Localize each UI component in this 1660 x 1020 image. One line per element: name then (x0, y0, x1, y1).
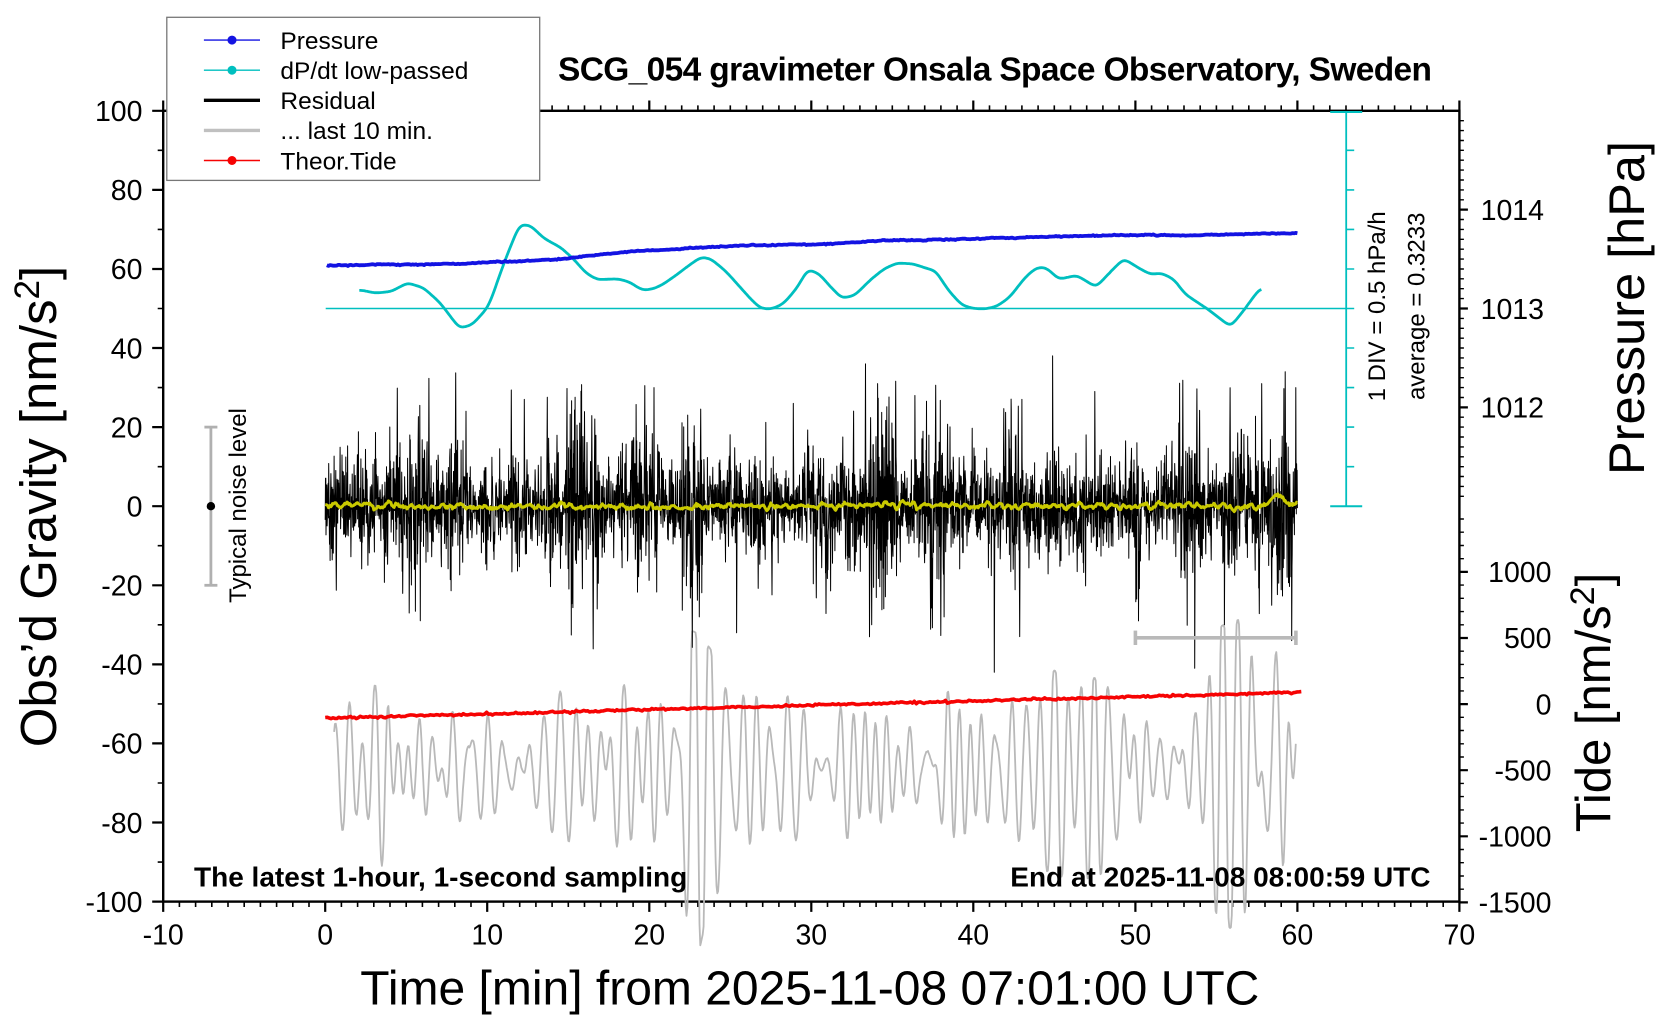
svg-text:50: 50 (1120, 920, 1152, 952)
svg-text:40: 40 (111, 333, 143, 365)
svg-text:10: 10 (471, 920, 503, 952)
svg-text:SCG_054 gravimeter Onsala Spac: SCG_054 gravimeter Onsala Space Observat… (558, 52, 1432, 89)
svg-text:20: 20 (111, 412, 143, 444)
svg-text:20: 20 (633, 920, 665, 952)
svg-text:Time [min] from 2025-11-08 07:: Time [min] from 2025-11-08 07:01:00 UTC (360, 963, 1259, 1016)
svg-text:Theor.Tide: Theor.Tide (280, 148, 396, 175)
svg-text:1012: 1012 (1481, 393, 1544, 425)
svg-text:Residual: Residual (280, 88, 375, 115)
svg-text:-40: -40 (101, 650, 142, 682)
svg-text:-1500: -1500 (1479, 888, 1552, 920)
svg-text:80: 80 (111, 175, 143, 207)
svg-text:100: 100 (95, 96, 143, 128)
svg-text:dP/dt low-passed: dP/dt low-passed (280, 58, 468, 85)
svg-text:1000: 1000 (1488, 557, 1551, 589)
svg-text:1014: 1014 (1481, 195, 1545, 227)
svg-text:Obs’d Gravity [nm/s2]: Obs’d Gravity [nm/s2] (8, 266, 67, 747)
svg-text:Typical noise level: Typical noise level (225, 408, 252, 603)
svg-text:1013: 1013 (1481, 294, 1544, 326)
svg-text:-20: -20 (101, 571, 142, 603)
svg-text:70: 70 (1444, 920, 1476, 952)
svg-text:... last 10 min.: ... last 10 min. (280, 118, 433, 145)
svg-text:-1000: -1000 (1479, 822, 1552, 854)
svg-text:40: 40 (957, 920, 989, 952)
svg-text:0: 0 (1536, 689, 1552, 721)
svg-text:-500: -500 (1494, 756, 1551, 788)
svg-text:-60: -60 (101, 729, 142, 761)
svg-text:0: 0 (127, 492, 143, 524)
svg-text:1 DIV = 0.5 hPa/h: 1 DIV = 0.5 hPa/h (1364, 211, 1391, 401)
svg-text:30: 30 (795, 920, 827, 952)
svg-text:End at 2025-11-08 08:00:59 UTC: End at 2025-11-08 08:00:59 UTC (1010, 862, 1430, 893)
svg-text:average = 0.3233: average = 0.3233 (1404, 213, 1431, 401)
svg-text:Tide [nm/s2]: Tide [nm/s2] (1564, 573, 1621, 832)
svg-text:-10: -10 (143, 920, 184, 952)
svg-text:60: 60 (111, 254, 143, 286)
svg-text:Pressure [hPa]: Pressure [hPa] (1598, 141, 1655, 475)
svg-text:-100: -100 (85, 887, 142, 919)
svg-text:0: 0 (317, 920, 333, 952)
svg-text:60: 60 (1282, 920, 1314, 952)
svg-text:-80: -80 (101, 808, 142, 840)
svg-text:500: 500 (1504, 623, 1552, 655)
svg-text:The latest 1-hour, 1-second sa: The latest 1-hour, 1-second sampling (194, 862, 687, 893)
svg-text:Pressure: Pressure (280, 28, 378, 55)
